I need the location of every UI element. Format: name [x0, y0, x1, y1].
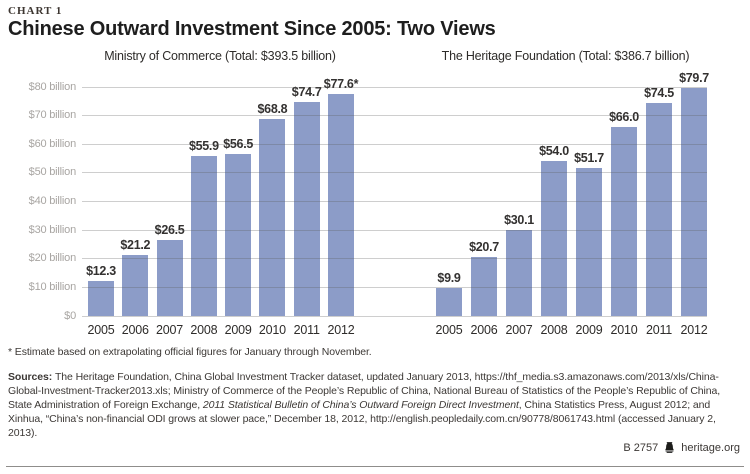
- x-tick-label: 2012: [327, 323, 355, 337]
- bar-group: $9.9 2005 $20.7 2006 $30.1 2007 $54.0 2008 $51.7…: [435, 71, 709, 337]
- plot-area: $0 $10 billion $20 billion $30 billion $40 b…: [29, 71, 710, 337]
- footer: B 2757 heritage.org: [623, 441, 740, 454]
- bar-slot: $30.1 2007: [504, 87, 534, 337]
- sources-segment: , China Statistics Press, August 2012; a…: [8, 399, 716, 439]
- bar: [541, 161, 567, 316]
- bar: [681, 87, 707, 316]
- bar-value-label: $79.7: [679, 70, 709, 85]
- bar-slot: $68.8 2010: [257, 87, 288, 337]
- bar: [259, 119, 286, 316]
- bar-value-label: $12.3: [86, 263, 116, 278]
- bar-value-label: $30.1: [504, 212, 534, 227]
- y-tick-label: $0: [64, 309, 76, 322]
- bottom-rule: [6, 466, 744, 467]
- x-tick-label: 2007: [505, 323, 533, 337]
- liberty-bell-icon: [663, 441, 676, 454]
- x-tick-label: 2011: [645, 323, 673, 337]
- bar: [576, 168, 602, 316]
- bar-value-label: $55.9: [188, 139, 219, 153]
- chart-kicker: CHART 1: [8, 5, 63, 17]
- page-title: Chinese Outward Investment Since 2005: T…: [8, 18, 496, 40]
- bar: [190, 156, 217, 316]
- bar-value-label: $77.6*: [323, 76, 359, 91]
- x-tick-label: 2009: [575, 323, 603, 337]
- panel-title-ministry-of-commerce: Ministry of Commerce (Total: $393.5 bill…: [104, 49, 336, 63]
- bar-value-label: $74.7: [291, 85, 322, 100]
- y-tick-label: $80 billion: [28, 80, 77, 93]
- x-tick-label: 2008: [540, 323, 568, 337]
- x-tick-label: 2010: [610, 323, 638, 337]
- y-tick-label: $10 billion: [28, 280, 77, 293]
- y-tick-label: $60 billion: [28, 137, 77, 150]
- bar-group: $12.3 2005 $21.2 2006 $26.5 2007 $55.9 2008 $56.…: [86, 77, 359, 337]
- bar: [122, 255, 149, 316]
- bar-value-label: $66.0: [609, 110, 639, 125]
- bar-slot: $12.3 2005: [86, 87, 116, 337]
- sources-segment: Sources:: [8, 371, 55, 383]
- y-tick-label: $50 billion: [28, 166, 77, 179]
- x-tick-label: 2010: [258, 323, 286, 337]
- bar: [88, 280, 114, 316]
- bar-value-label: $68.8: [257, 102, 288, 117]
- panel-title-heritage-foundation: The Heritage Foundation (Total: $386.7 b…: [441, 49, 690, 63]
- bar-slot: $9.9 2005: [435, 87, 462, 337]
- bar-value-label: $51.7: [574, 151, 604, 166]
- bar-value-label: $74.5: [644, 85, 674, 100]
- x-tick-label: 2012: [680, 323, 708, 337]
- x-tick-label: 2009: [224, 323, 252, 337]
- bar: [225, 154, 252, 316]
- y-tick-label: $30 billion: [28, 223, 77, 236]
- sources-text: Sources: The Heritage Foundation, China …: [8, 370, 742, 440]
- x-tick-label: 2008: [190, 323, 218, 337]
- bar-slot: $66.0 2010: [609, 87, 639, 337]
- bar-value-label: $20.7: [469, 239, 499, 254]
- bar-slot: $56.5 2009: [223, 87, 254, 337]
- bar: [293, 102, 320, 316]
- bar-value-label: $26.5: [154, 223, 185, 238]
- x-tick-label: 2005: [87, 323, 115, 337]
- sources-segment: 2011 Statistical Bulletin of China’s Out…: [202, 399, 519, 411]
- footnote: * Estimate based on extrapolating offici…: [8, 346, 372, 358]
- bar-slot: $74.5 2011: [644, 85, 674, 337]
- x-tick-label: 2005: [435, 323, 463, 337]
- y-tick-label: $40 billion: [28, 195, 77, 207]
- bar: [436, 287, 462, 316]
- sources-segment: The Heritage Foundation, China Global In…: [8, 371, 721, 411]
- bar-slot: $26.5 2007: [154, 87, 185, 337]
- bar: [156, 240, 183, 316]
- bar-value-label: $9.9: [437, 270, 461, 285]
- bar-slot: $74.7 2011: [291, 85, 322, 337]
- bar-value-label: $21.2: [120, 238, 151, 253]
- bar-slot: $51.7 2009: [574, 87, 604, 337]
- bar: [646, 102, 672, 316]
- x-tick-label: 2006: [470, 323, 498, 337]
- y-tick-label: $70 billion: [28, 109, 77, 122]
- bar: [471, 256, 497, 316]
- bar-slot: $77.6* 2012: [324, 77, 359, 337]
- bar-slot: $21.2 2006: [120, 87, 151, 337]
- x-tick-label: 2007: [156, 323, 184, 337]
- bar: [327, 93, 354, 316]
- bar-slot: $54.0 2008: [539, 87, 569, 337]
- bar-slot: $79.7 2012: [679, 71, 709, 337]
- x-tick-label: 2011: [293, 323, 320, 337]
- y-tick-label: $20 billion: [28, 252, 77, 265]
- bar-value-label: $56.5: [223, 137, 254, 152]
- footer-site-link[interactable]: heritage.org: [681, 441, 740, 454]
- bar: [611, 127, 637, 316]
- bar-slot: $55.9 2008: [188, 87, 219, 337]
- bar: [506, 229, 532, 316]
- x-tick-label: 2006: [121, 323, 149, 337]
- bar-slot: $20.7 2006: [469, 87, 499, 337]
- bar-value-label: $54.0: [539, 144, 569, 159]
- chart-id: B 2757: [623, 441, 659, 454]
